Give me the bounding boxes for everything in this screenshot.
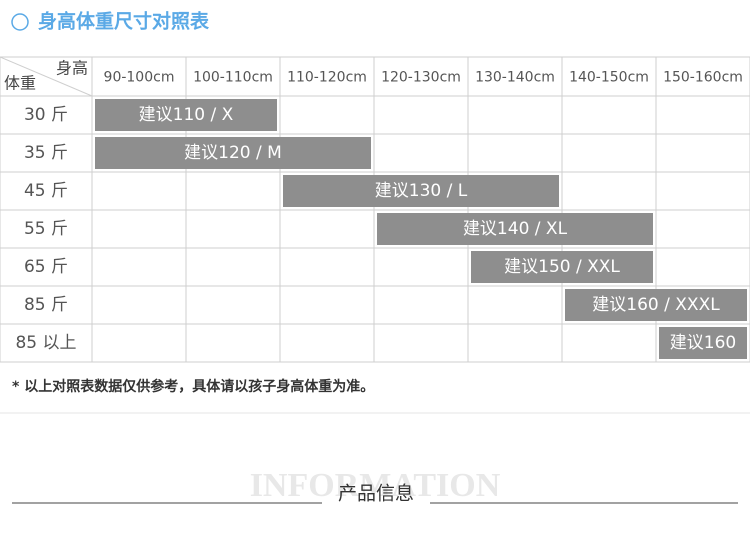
suggestion-label: 建议160 / XXXL xyxy=(592,295,720,315)
row-label: 55 斤 xyxy=(24,219,68,239)
suggestion-label: 建议130 / L xyxy=(375,181,468,201)
column-header: 130-140cm xyxy=(475,70,555,86)
suggestion-bar xyxy=(659,327,747,359)
corner-column-label: 身高 xyxy=(56,59,88,78)
note: * 以上对照表数据仅供参考，具体请以孩子身高体重为准。 xyxy=(12,378,374,395)
suggestion-bar xyxy=(471,251,653,283)
row-label: 85 斤 xyxy=(24,295,68,315)
row-label: 45 斤 xyxy=(24,181,68,201)
row-label: 65 斤 xyxy=(24,257,68,277)
corner-row-label: 体重 xyxy=(4,74,36,93)
suggestion-label: 建议140 / XL xyxy=(463,219,568,239)
grid-line xyxy=(0,56,93,97)
suggestion-bar xyxy=(283,175,559,207)
suggestion-label: 建议110 / X xyxy=(139,105,234,125)
size-table: 身高体重 90-100cm 100-110cm 110-120cm 120-130cm 1… xyxy=(0,56,750,363)
suggestion-label: 建议160 xyxy=(670,333,736,353)
column-header: 140-150cm xyxy=(569,70,649,86)
suggestion-bar xyxy=(95,99,277,131)
column-header: 90-100cm xyxy=(104,70,175,86)
row-label: 30 斤 xyxy=(24,105,68,125)
suggestion-bar xyxy=(565,289,747,321)
suggestion-label: 建议120 / M xyxy=(184,143,282,163)
section-heading: 产品信息 xyxy=(338,483,414,505)
suggestion-bar xyxy=(377,213,653,245)
title: 身高体重尺寸对照表 xyxy=(38,10,210,33)
watermark: INFORMATION xyxy=(250,467,501,504)
column-header: 110-120cm xyxy=(287,70,367,86)
column-header: 100-110cm xyxy=(193,70,273,86)
suggestion-label: 建议150 / XXL xyxy=(504,257,620,277)
title-icon xyxy=(11,13,29,31)
row-label: 85 以上 xyxy=(15,333,76,353)
suggestion-bar xyxy=(95,137,371,169)
column-header: 150-160cm xyxy=(663,70,743,86)
column-header: 120-130cm xyxy=(381,70,461,86)
row-label: 35 斤 xyxy=(24,143,68,163)
